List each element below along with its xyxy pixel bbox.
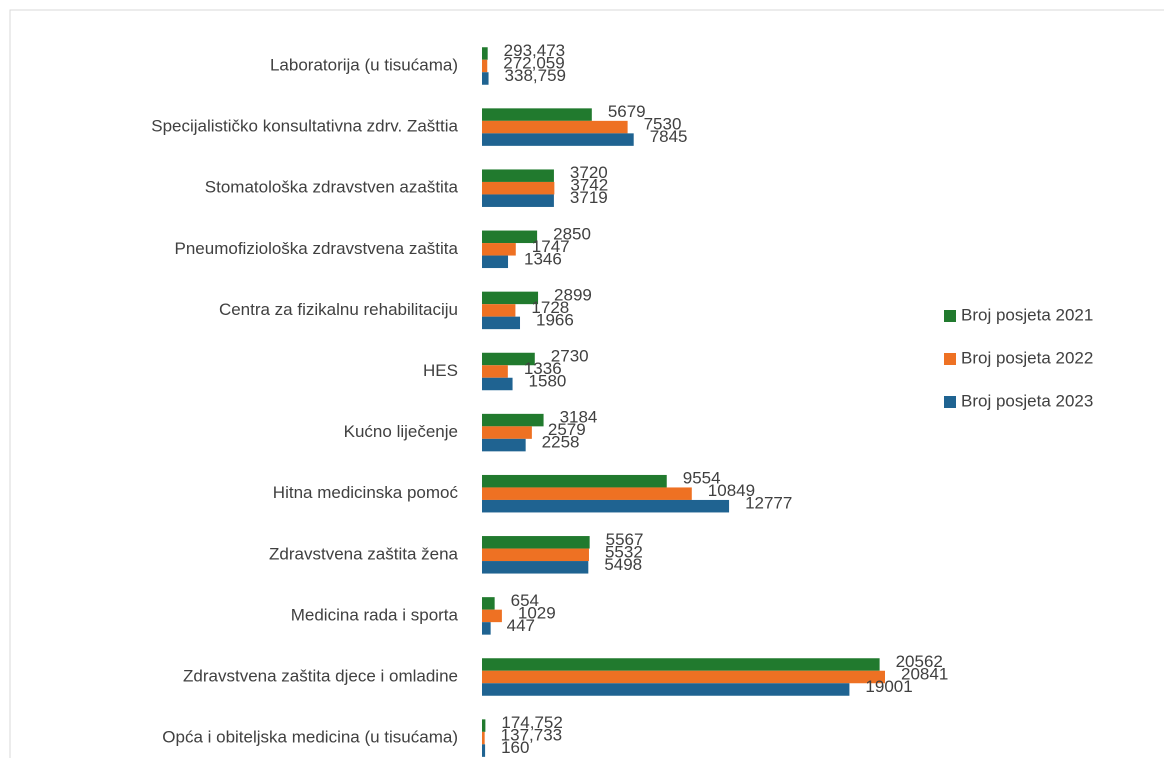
category-label: Medicina rada i sporta [291,605,459,624]
data-label: 160 [501,738,529,757]
data-label: 338,759 [505,66,566,85]
bar [482,377,513,391]
data-label: 2730 [551,346,589,365]
bar [482,731,485,745]
frame [9,9,1164,758]
bar [482,194,554,207]
bar [482,658,880,671]
legend-label: Broj posjeta 2022 [961,348,1093,367]
data-label: 5498 [604,555,642,574]
bar [482,47,488,60]
data-label: 3184 [560,408,598,427]
data-label: 5532 [605,542,643,561]
data-label: 7845 [650,127,688,146]
bar [482,487,692,500]
category-label: Centra za fizikalnu rehabilitaciju [219,300,458,319]
bar [482,744,486,757]
bar [482,561,589,574]
bar [482,536,590,549]
legend-swatch [944,353,956,365]
data-label: 20562 [896,652,943,671]
bar [482,120,628,134]
bar [482,413,544,427]
data-label: 447 [507,616,535,635]
legend-label: Broj posjeta 2021 [961,305,1093,324]
data-label: 5567 [606,530,644,549]
data-label: 20841 [901,664,948,683]
bar [482,291,539,305]
bar [482,133,634,146]
bar [482,548,589,562]
data-label: 1336 [524,359,562,378]
bar [482,243,516,256]
category-label: Specijalističko konsultativna zdrv. Zašt… [151,117,458,136]
category-label: Zdravstvena zaštita djece i omladine [183,666,458,685]
data-label: 654 [511,591,539,610]
data-label: 2850 [553,224,591,243]
data-label: 174,752 [501,713,562,732]
bar [482,59,488,73]
legend-swatch [944,396,956,408]
bar [482,499,730,513]
data-label: 7530 [644,115,682,134]
data-label: 10849 [708,481,755,500]
bar [482,597,495,610]
bar [482,316,521,330]
category-label: Pneumofiziološka zdravstvena zaštita [175,239,459,258]
bar [482,622,491,635]
category-label: Zdravstvena zaštita žena [269,544,459,563]
data-label: 9554 [683,469,721,488]
bar [482,609,502,623]
data-label: 3719 [570,188,608,207]
data-label: 2899 [554,285,592,304]
bar [482,352,535,366]
bar [482,169,554,182]
data-label: 272,059 [503,53,564,72]
data-label: 2579 [548,420,586,439]
bar [482,719,486,732]
legend-swatch [944,310,956,322]
category-label: Laboratorija (u tisućama) [270,55,458,74]
category-label: Opća i obiteljska medicina (u tisućama) [162,728,458,747]
category-label: Kućno liječenje [344,422,458,441]
bar [482,474,667,488]
bar [482,181,555,195]
bar [482,108,592,121]
bar [482,72,489,85]
data-label: 1580 [529,371,567,390]
data-label: 5679 [608,102,646,121]
data-label: 137,733 [501,726,562,745]
data-label: 1747 [532,237,570,256]
data-label: 293,473 [504,41,565,60]
bar [482,438,526,452]
data-label: 1728 [531,298,569,317]
category-label: Hitna medicinska pomoć [273,483,459,502]
data-label: 12777 [745,494,792,513]
data-label: 3742 [570,176,608,195]
data-label: 1966 [536,310,574,329]
bar [482,255,509,269]
bar [482,683,850,696]
bar [482,230,538,244]
legend-label: Broj posjeta 2023 [961,391,1093,410]
data-label: 19001 [865,677,912,696]
bar [482,426,532,439]
category-label: Stomatološka zdravstven azaštita [205,178,459,197]
bar [482,670,885,684]
data-label: 1346 [524,249,562,268]
data-label: 3720 [570,163,608,182]
bar [482,304,516,317]
data-label: 1029 [518,603,556,622]
category-label: HES [423,361,458,380]
data-label: 2258 [542,433,580,452]
bar [482,365,508,378]
